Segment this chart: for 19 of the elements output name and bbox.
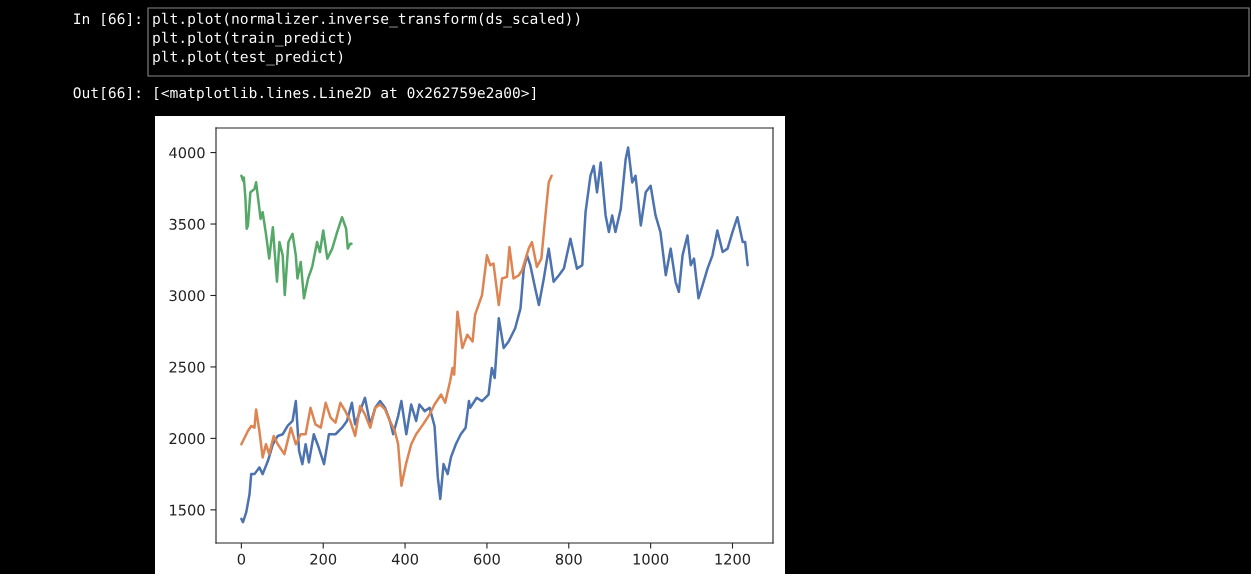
y-tick-label: 2500 — [169, 361, 205, 373]
text: [<matplotlib.lines.Line2D at 0x262759e2a00>] — [155, 86, 536, 102]
x-tick-label: 1200 — [715, 553, 751, 565]
y-tick-label: 3000 — [169, 290, 205, 302]
x-tick-label: 0 — [237, 553, 246, 565]
text: In [66]: — [74, 12, 140, 26]
text: Out[66]: — [73, 86, 140, 100]
x-tick-label: 1000 — [633, 553, 669, 565]
text: plt.plot(train_predict) — [153, 31, 351, 47]
x-tick-label: 600 — [474, 553, 500, 565]
y-tick-label: 1500 — [170, 504, 205, 516]
x-tick-label: 200 — [310, 553, 337, 565]
text: plt.plot(test_predict) — [153, 50, 343, 66]
x-tick-label: 400 — [391, 553, 419, 565]
y-tick-label: 2000 — [169, 433, 205, 445]
x-tick-label: 800 — [555, 553, 582, 565]
y-tick-label: 3500 — [169, 218, 205, 230]
y-tick-label: 4000 — [169, 147, 205, 159]
text: plt.plot(normalizer.inverse_transform(ds_scaled)) — [153, 12, 580, 28]
